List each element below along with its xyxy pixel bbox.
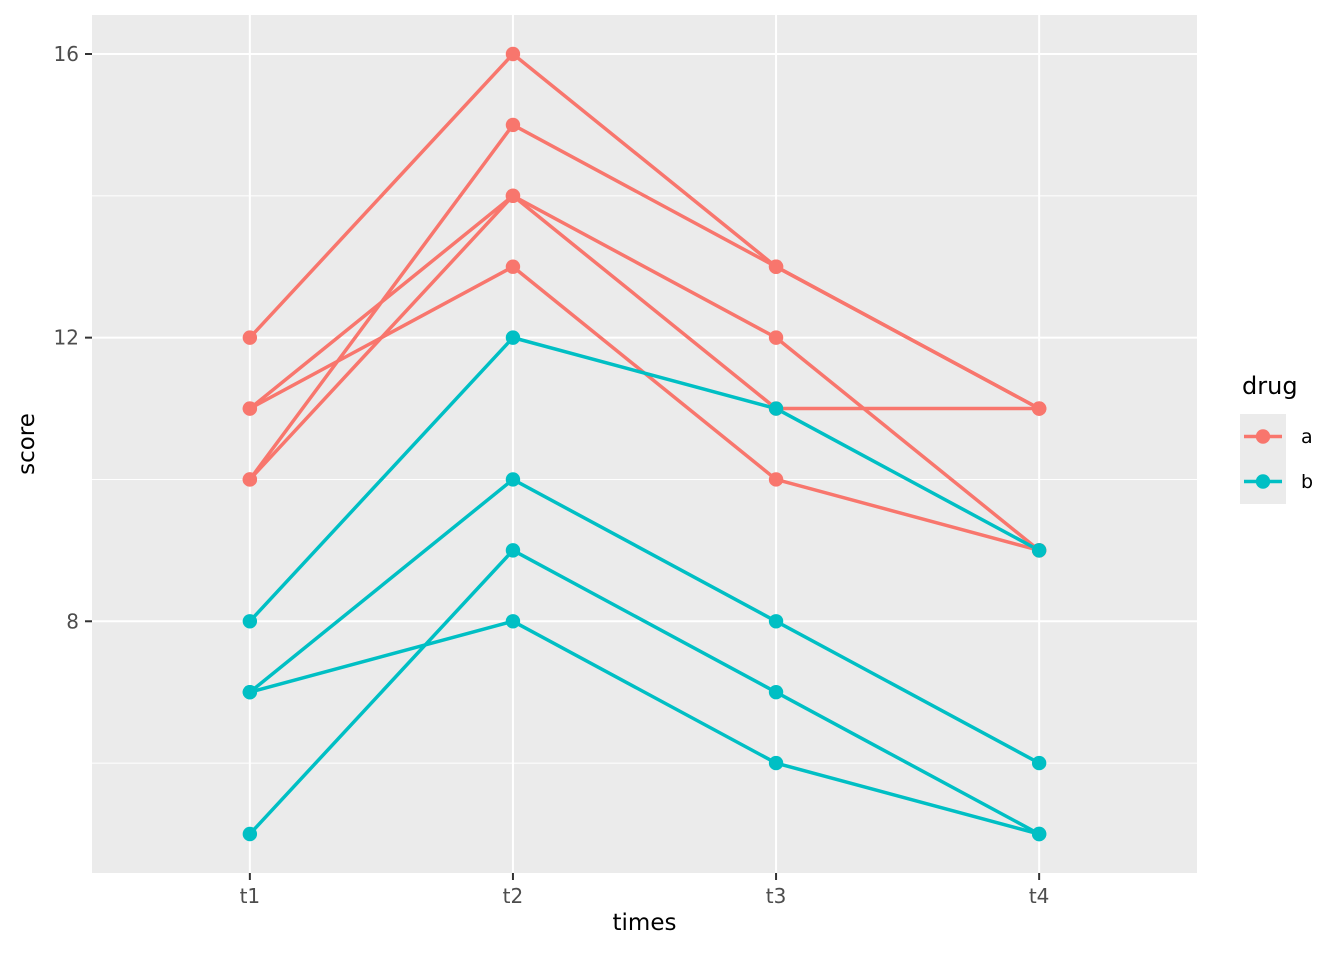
point-drug-b	[768, 401, 784, 416]
point-drug-b	[505, 330, 521, 345]
line-drug-b	[249, 619, 1040, 836]
x-tick-label: t1	[240, 884, 261, 908]
x-tick-label: t4	[1029, 884, 1050, 908]
point-drug-b	[505, 614, 521, 629]
point-drug-b	[242, 826, 258, 842]
point-drug-a	[242, 401, 258, 416]
point-drug-b	[1031, 755, 1047, 771]
point-drug-b	[768, 684, 784, 700]
line-drug-b	[248, 548, 1040, 836]
y-axis-title: score	[14, 413, 40, 475]
legend-key-icon-b	[1240, 459, 1286, 504]
line-drug-b	[248, 477, 1040, 765]
legend-entry-b: b	[1240, 459, 1313, 504]
point-drug-b	[242, 684, 258, 700]
panel-background	[92, 15, 1197, 873]
point-drug-a	[242, 472, 258, 487]
point-drug-a	[505, 259, 521, 274]
point-drug-a	[768, 259, 784, 274]
point-drug-a	[505, 46, 521, 62]
x-tick-label: t2	[503, 884, 524, 908]
point-drug-b	[505, 472, 521, 487]
x-axis-title: times	[612, 910, 677, 936]
y-tick-label: 8	[66, 609, 79, 633]
point-drug-b	[768, 614, 784, 629]
x-tick-label: t3	[766, 884, 787, 908]
point-drug-b	[242, 614, 258, 629]
point-drug-b	[768, 755, 784, 771]
line-drug-a	[248, 193, 1041, 552]
legend-entry-a: a	[1240, 414, 1313, 459]
point-drug-a	[1031, 401, 1047, 416]
y-tick-label: 12	[54, 326, 79, 350]
legend-entry-label: b	[1301, 470, 1314, 493]
point-drug-a	[768, 472, 784, 487]
line-drug-b	[248, 335, 1040, 623]
legend-entry-label: a	[1301, 425, 1313, 448]
point-drug-b	[1031, 826, 1047, 842]
point-drug-b	[505, 543, 521, 558]
point-drug-a	[505, 117, 521, 133]
legend-key-icon-a	[1240, 414, 1286, 459]
point-drug-a	[768, 330, 784, 345]
y-tick-label: 16	[54, 42, 79, 66]
legend-title: drug	[1242, 372, 1298, 400]
point-drug-a	[242, 330, 258, 345]
point-drug-a	[505, 188, 521, 204]
point-drug-b	[1031, 543, 1047, 558]
